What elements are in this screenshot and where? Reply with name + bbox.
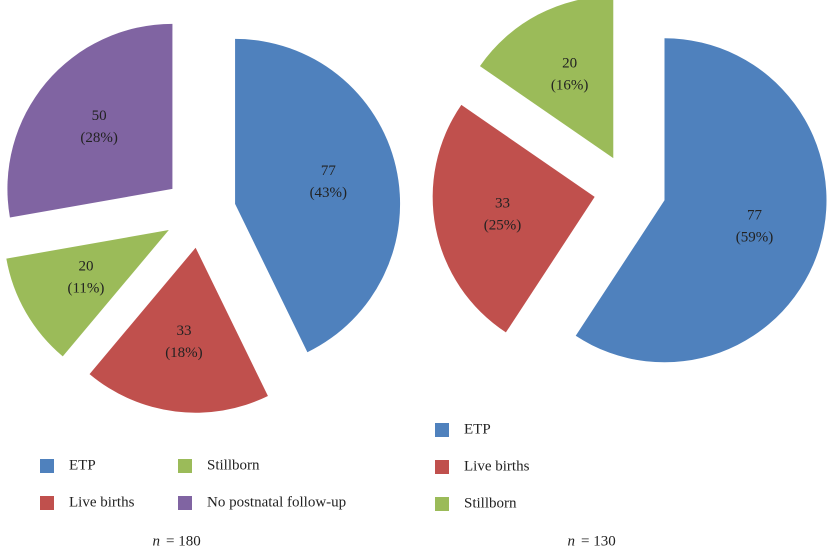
- caption-symbol: n: [568, 533, 576, 549]
- legend-label: Stillborn: [464, 495, 517, 511]
- pie-slice: [89, 247, 268, 413]
- caption-text: = 130: [581, 533, 616, 549]
- percent-label: (59%): [736, 230, 774, 246]
- percent-label: (18%): [165, 345, 203, 361]
- legend-swatch: [435, 423, 449, 437]
- value-label: 77: [321, 163, 337, 179]
- legend-swatch: [435, 497, 449, 511]
- value-label: 20: [562, 55, 577, 71]
- value-label: 20: [78, 258, 93, 274]
- legend-label: Live births: [464, 458, 530, 474]
- legend-label: ETP: [69, 457, 96, 473]
- legend-swatch: [178, 459, 192, 473]
- pie-slice: [479, 0, 614, 159]
- percent-label: (25%): [484, 217, 522, 233]
- legend-label: Stillborn: [207, 457, 260, 473]
- pie-slice: [7, 23, 173, 218]
- pie-slice: [6, 230, 169, 357]
- pie-slice: [575, 38, 827, 363]
- legend-swatch: [435, 460, 449, 474]
- value-label: 33: [176, 323, 191, 339]
- percent-label: (11%): [67, 280, 104, 296]
- caption-text: = 180: [166, 533, 201, 549]
- value-label: 77: [747, 208, 763, 224]
- legend-swatch: [40, 459, 54, 473]
- value-label: 33: [495, 195, 510, 211]
- pie-slice: [235, 38, 401, 353]
- percent-label: (43%): [310, 185, 348, 201]
- legend-label: ETP: [464, 421, 491, 437]
- legend-swatch: [178, 496, 192, 510]
- percent-label: (28%): [80, 130, 118, 146]
- percent-label: (16%): [551, 77, 589, 93]
- pie-slice: [432, 104, 595, 333]
- caption-symbol: n: [153, 533, 161, 549]
- legend-label: Live births: [69, 494, 135, 510]
- legend-label: No postnatal follow-up: [207, 494, 346, 510]
- value-label: 50: [92, 108, 107, 124]
- legend-swatch: [40, 496, 54, 510]
